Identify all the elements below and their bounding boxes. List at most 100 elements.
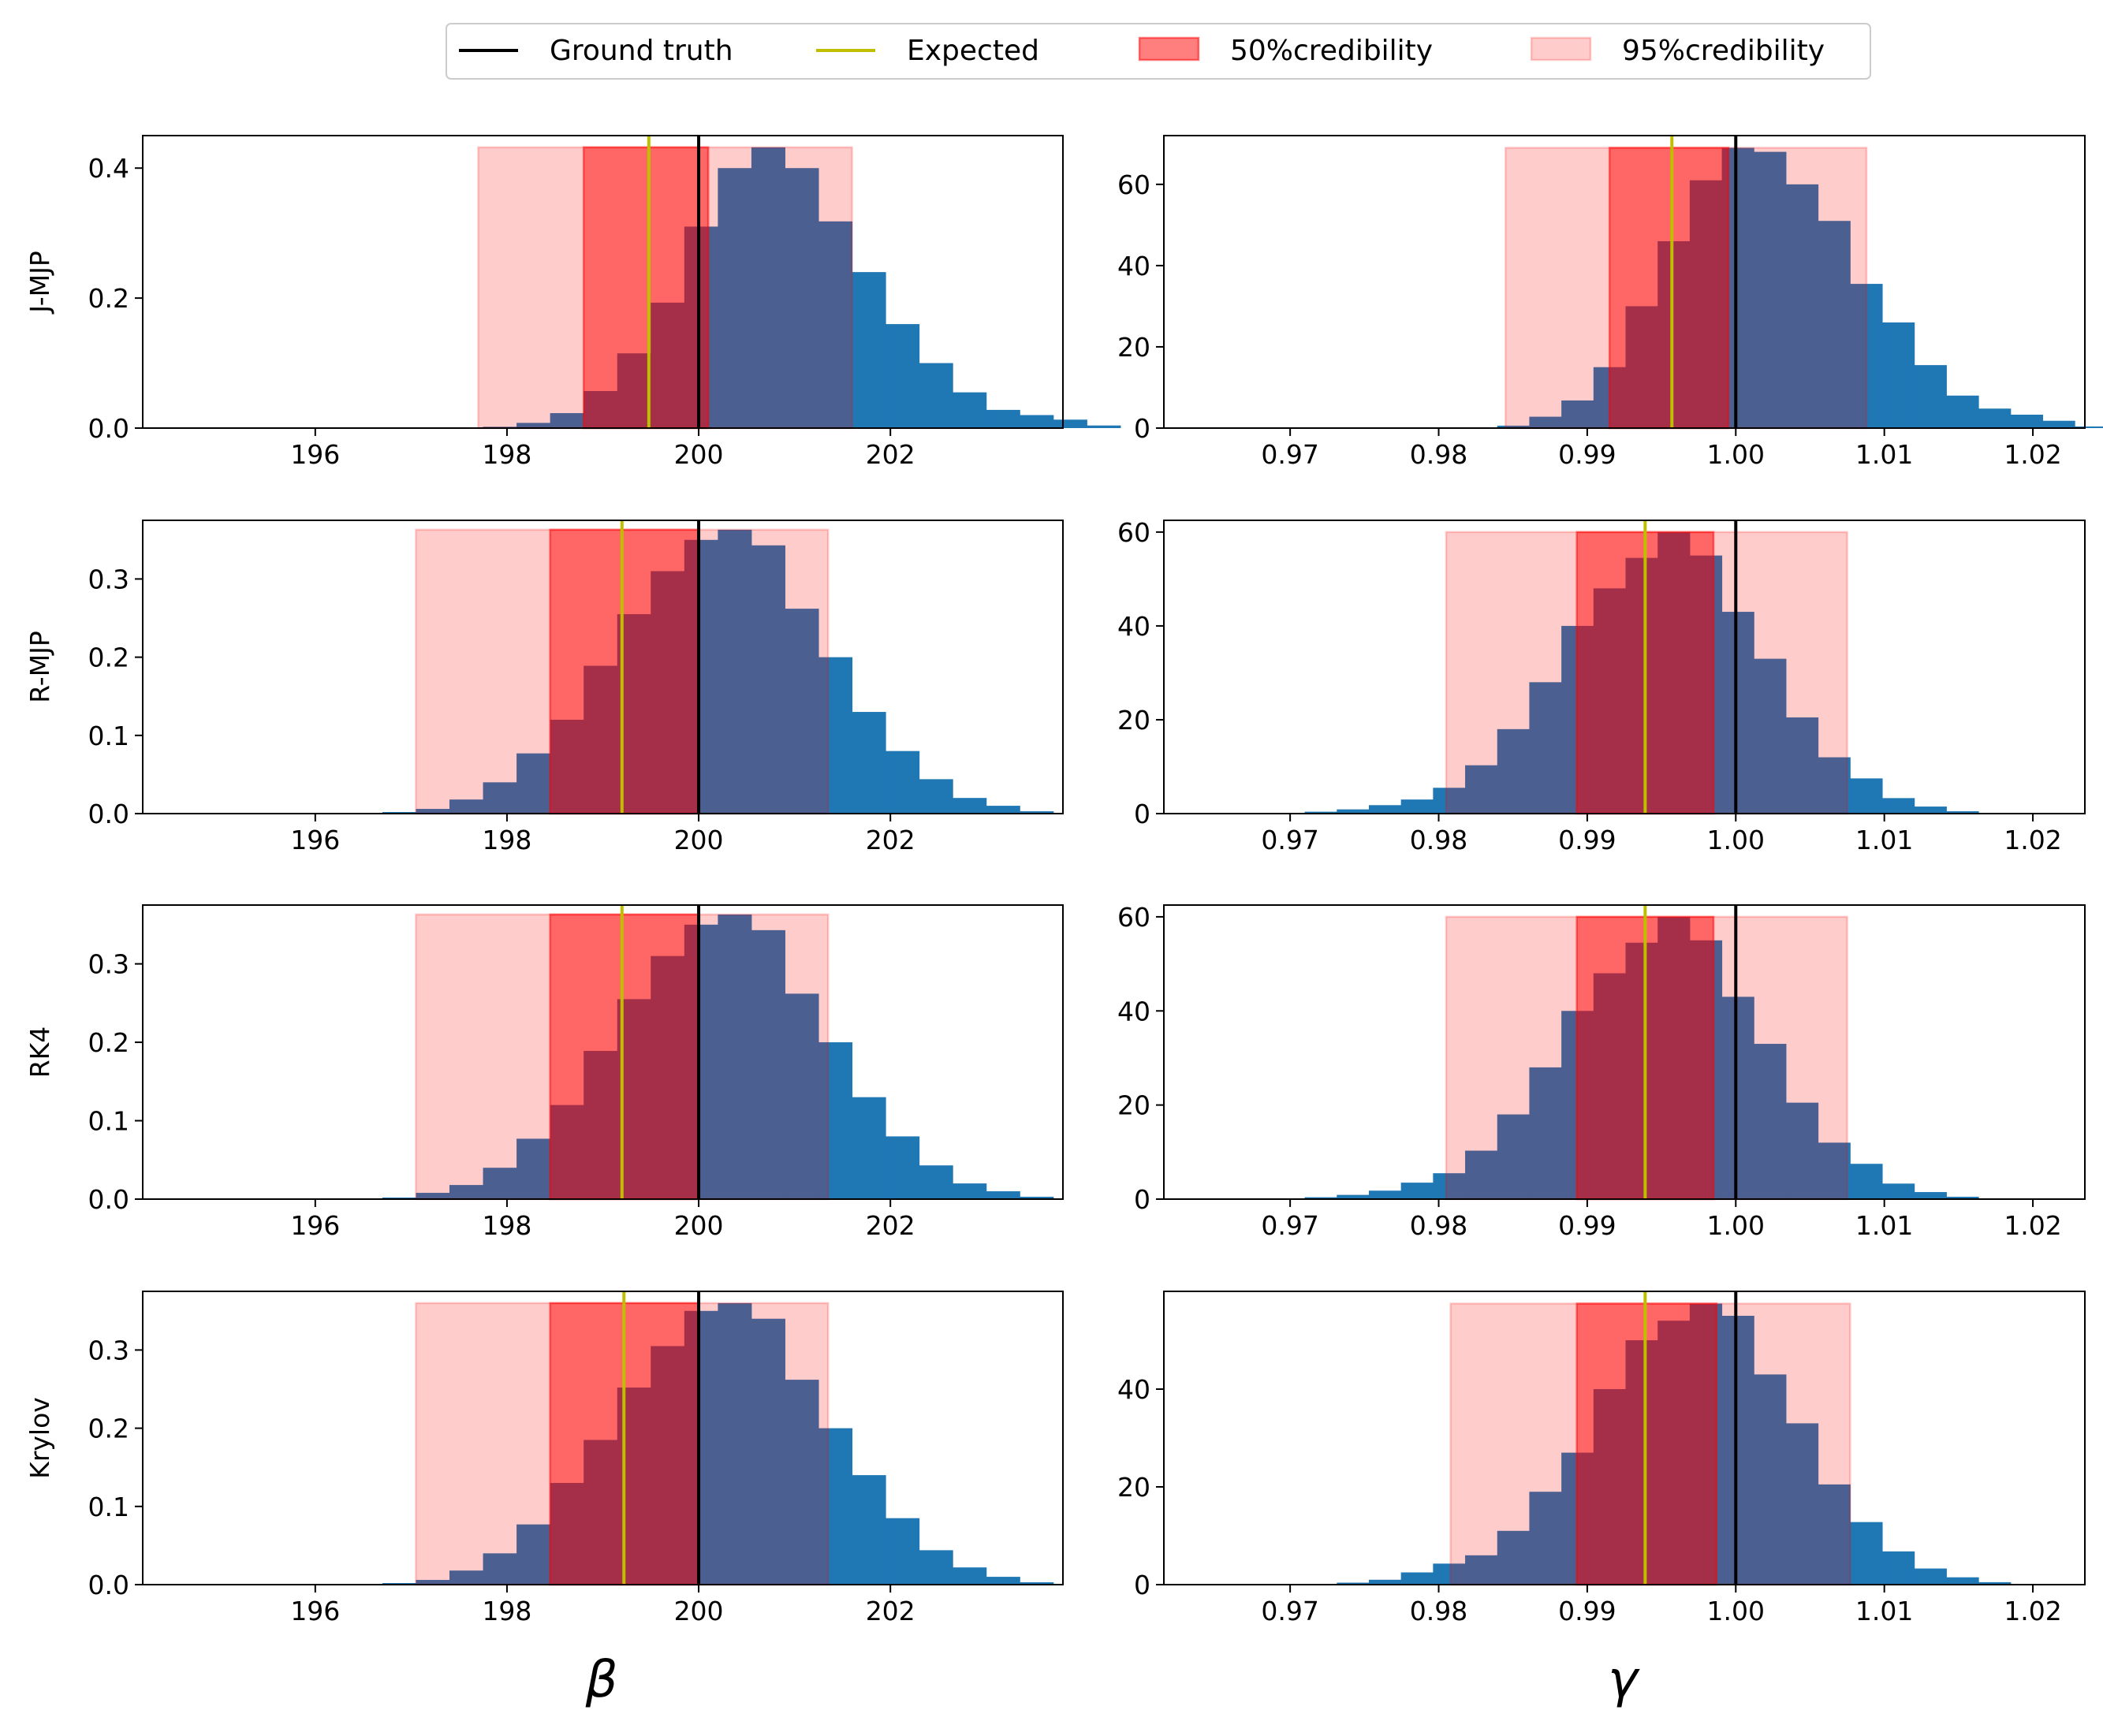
histogram-bar: [1400, 1572, 1434, 1585]
histogram-bar: [1020, 415, 1054, 428]
x-tick-label: 0.98: [1410, 439, 1467, 470]
histogram-bar: [1529, 1067, 1562, 1199]
x-tick-label: 1.01: [1855, 439, 1913, 470]
histogram-bar: [1850, 1522, 1883, 1585]
histogram-bar: [1785, 1423, 1819, 1585]
y-tick-label: 0: [1134, 1184, 1150, 1215]
histogram-bar: [1818, 1142, 1851, 1199]
histogram-bar: [550, 413, 584, 428]
histogram-bar: [1754, 1044, 1787, 1199]
histogram-bar: [919, 779, 953, 814]
histogram-bar: [449, 799, 484, 814]
axes-frame: [1163, 904, 2086, 1200]
histogram-bar: [886, 324, 920, 428]
y-tick-label: 0.2: [88, 1414, 129, 1444]
histogram-bar: [1368, 1579, 1402, 1585]
row-label: RK4: [24, 1026, 55, 1078]
histogram-bar: [1978, 1581, 2012, 1585]
histogram-bar: [1497, 1530, 1530, 1585]
histogram-bar: [483, 1168, 517, 1199]
histogram-bar: [1337, 1582, 1370, 1585]
histogram-bar: [1754, 151, 1787, 428]
histogram-bar: [1914, 1192, 1947, 1199]
histogram-bar: [1368, 805, 1402, 814]
y-tick-label: 0.2: [88, 1027, 129, 1058]
histogram-bar: [1529, 1492, 1562, 1585]
histogram-bar: [1850, 778, 1883, 814]
histogram-bar: [1433, 1173, 1466, 1199]
x-tick-label: 196: [290, 825, 340, 855]
histogram-bar: [1020, 1197, 1054, 1199]
y-tick-label: 0.1: [88, 1492, 129, 1522]
legend: Ground truth Expected 50%credibility 95%cre…: [446, 23, 1871, 80]
credibility-50-band: [1608, 147, 1730, 430]
y-tick-label: 0.0: [88, 1570, 129, 1600]
panel-rk4-gamma: 0.97 0.98 0.99 1.00 1.01 1.02 0 20 40 60: [1117, 902, 2086, 1241]
x-tick-label: 1.02: [2004, 439, 2061, 470]
panel-rk4-beta: 196 198 200 202 0.0 0.1 0.2 0.3 RK4: [24, 904, 1064, 1241]
histogram-bar: [1020, 1582, 1054, 1585]
histogram-bar: [1400, 799, 1434, 814]
histogram-bar: [986, 1191, 1020, 1199]
histogram-bar: [416, 1193, 450, 1199]
histogram-bar: [1087, 425, 1121, 428]
histogram-bar: [516, 1138, 551, 1199]
histogram-bar: [1368, 1190, 1402, 1199]
histogram-bar: [516, 423, 551, 428]
histogram-bar: [1946, 1197, 1979, 1199]
y-tick-label: 0.2: [88, 643, 129, 673]
axes-frame: [142, 1291, 1064, 1585]
histogram-bar: [1785, 717, 1819, 814]
y-tick-label: 0: [1134, 799, 1150, 829]
histogram-bar: [1020, 811, 1054, 814]
axes-frame: [142, 135, 1064, 429]
x-tick-label: 1.00: [1707, 1210, 1765, 1241]
legend-swatch: [1138, 36, 1200, 61]
x-tick-label: 1.00: [1707, 1596, 1765, 1626]
histogram-bar: [852, 272, 886, 428]
histogram-bar: [1529, 682, 1562, 814]
histogram-bar: [1978, 408, 2012, 428]
histogram-bar: [1818, 757, 1851, 814]
panel-j-mjp-beta: 196 198 200 202 0.0 0.2 0.4 J-MJP: [24, 135, 1121, 470]
x-tick-label: 1.02: [2004, 1210, 2061, 1241]
x-tick-label: 198: [482, 1596, 531, 1626]
y-tick-label: 0.3: [88, 1335, 129, 1365]
histogram-bar: [919, 363, 953, 428]
y-tick-label: 20: [1117, 1472, 1150, 1503]
y-tick-label: 0.1: [88, 1106, 129, 1137]
histogram-bar: [1721, 1316, 1754, 1585]
x-tick-label: 1.02: [2004, 825, 2061, 855]
y-tick-label: 0.4: [88, 153, 129, 184]
x-tick-label: 202: [866, 439, 915, 470]
histogram-bar: [852, 1097, 886, 1199]
histogram-bar: [1721, 612, 1754, 814]
axes-frame: [142, 904, 1064, 1200]
histogram-bar: [1561, 400, 1594, 428]
histogram-bar: [1785, 1102, 1819, 1199]
legend-label: Ground truth: [550, 35, 733, 67]
y-tick-label: 0.2: [88, 283, 129, 314]
y-tick-label: 0: [1134, 413, 1150, 444]
histogram-bar: [953, 1567, 987, 1585]
histogram-bar: [886, 1136, 920, 1199]
y-tick-label: 20: [1117, 332, 1150, 363]
x-tick-label: 196: [290, 1596, 340, 1626]
histogram-bar: [718, 914, 752, 1199]
axes-frame: [142, 520, 1064, 814]
x-tick-label: 202: [866, 1596, 915, 1626]
row-label: J-MJP: [24, 251, 55, 315]
histogram-bar: [718, 168, 752, 428]
histogram-bar: [1785, 184, 1819, 429]
x-tick-label: 0.99: [1558, 1596, 1616, 1626]
histogram-bar: [785, 993, 819, 1199]
histogram-bar: [483, 1553, 517, 1585]
legend-label: Expected: [907, 35, 1039, 67]
histogram-bar: [718, 1302, 752, 1585]
x-tick-label: 200: [674, 1210, 724, 1241]
histogram-bar: [1946, 811, 1979, 814]
histogram-bar: [785, 1380, 819, 1585]
x-tick-label: 198: [482, 825, 531, 855]
y-tick-label: 0.3: [88, 949, 129, 980]
histogram-bar: [1304, 811, 1337, 814]
